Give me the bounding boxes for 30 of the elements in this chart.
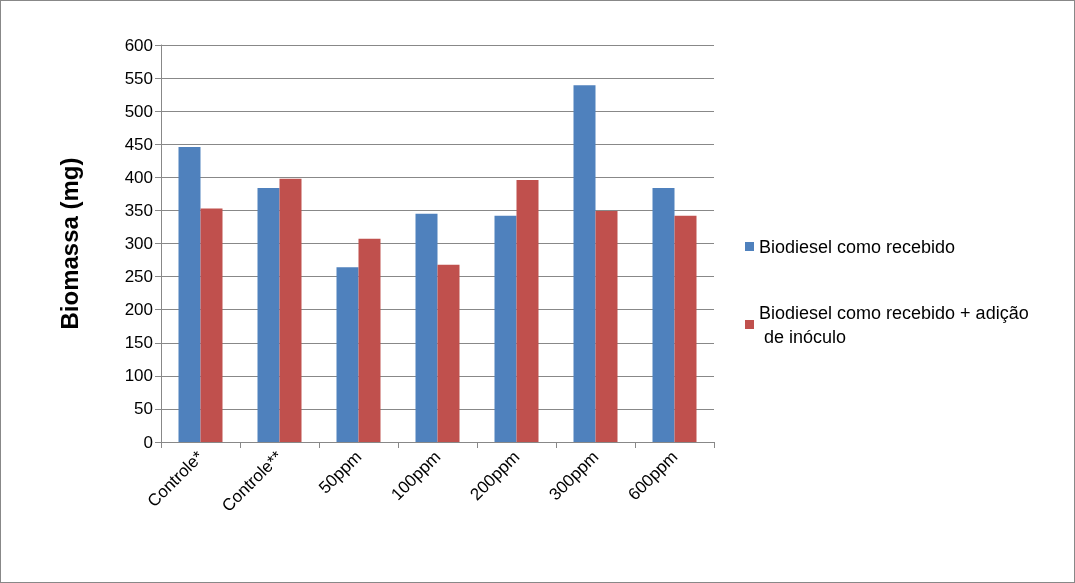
bar <box>415 213 438 442</box>
bar <box>437 264 460 442</box>
y-tick-label: 50 <box>134 399 153 419</box>
bar <box>200 208 223 442</box>
bar <box>178 146 201 442</box>
bar <box>674 215 697 442</box>
bar <box>279 178 302 442</box>
y-tick-label: 300 <box>124 234 153 253</box>
y-tick-label: 600 <box>124 35 153 55</box>
bar <box>336 267 359 442</box>
y-tick-label: 0 <box>143 432 153 452</box>
y-tick-label: 350 <box>124 200 153 220</box>
legend-label: Biodiesel como recebido + adição de inóculo <box>759 302 1029 347</box>
y-tick-label: 150 <box>124 333 153 353</box>
y-tick-label: 400 <box>124 167 153 187</box>
y-axis-title: Biomassa (mg) <box>55 157 83 330</box>
legend-label: Biodiesel como recebido <box>759 236 956 257</box>
bar <box>358 238 381 442</box>
y-tick-label: 100 <box>124 366 153 386</box>
bar <box>573 85 596 442</box>
y-tick-label: 250 <box>124 267 153 287</box>
bar <box>652 187 675 442</box>
bar <box>595 211 618 442</box>
y-tick-label: 200 <box>124 300 153 320</box>
bar <box>494 215 517 442</box>
y-tick-label: 550 <box>124 68 153 88</box>
y-tick-label: 500 <box>124 101 153 121</box>
bar <box>257 187 280 442</box>
bar <box>516 179 539 442</box>
y-tick-label: 450 <box>124 134 153 154</box>
